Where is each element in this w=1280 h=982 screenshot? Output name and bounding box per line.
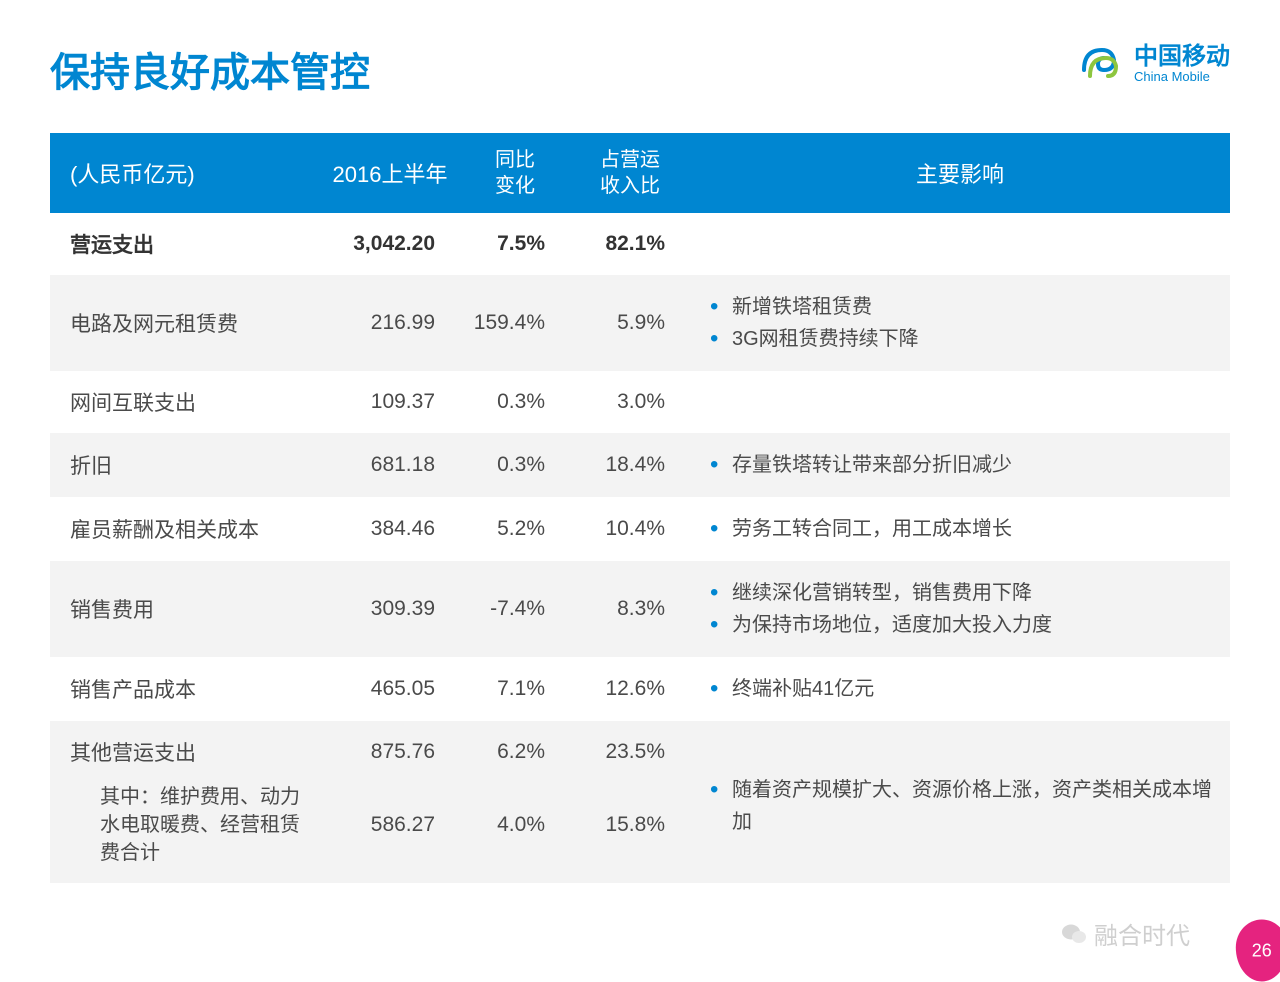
row-impact: 新增铁塔租赁费3G网租赁费持续下降	[690, 275, 1230, 371]
row-impact: 继续深化营销转型，销售费用下降为保持市场地位，适度加大投入力度	[690, 561, 1230, 657]
row-value: 384.46	[320, 497, 460, 561]
table-row: 雇员薪酬及相关成本384.465.2%10.4% 劳务工转合同工，用工成本增长	[50, 497, 1230, 561]
row-label: 销售费用	[50, 561, 320, 657]
table-row: 折旧681.180.3%18.4% 存量铁塔转让带来部分折旧减少	[50, 433, 1230, 497]
row-yoy: 159.4%	[460, 275, 570, 371]
row-impact: 劳务工转合同工，用工成本增长	[690, 497, 1230, 561]
row-impact	[690, 371, 1230, 433]
slide-title: 保持良好成本管控	[50, 40, 370, 98]
table-row: 网间互联支出109.370.3%3.0%	[50, 371, 1230, 433]
impact-list: 存量铁塔转让带来部分折旧减少	[710, 449, 1218, 481]
table-row: 销售产品成本465.057.1%12.6% 终端补贴41亿元	[50, 657, 1230, 721]
row-label: 其中：维护费用、动力水电取暖费、经营租赁费合计	[50, 775, 320, 883]
row-ratio: 18.4%	[570, 433, 690, 497]
row-impact: 随着资产规模扩大、资源价格上涨，资产类相关成本增加	[690, 721, 1230, 883]
table-row: 营运支出3,042.207.5%82.1%	[50, 213, 1230, 275]
row-impact: 存量铁塔转让带来部分折旧减少	[690, 433, 1230, 497]
impact-item: 为保持市场地位，适度加大投入力度	[710, 609, 1218, 641]
watermark-text: 融合时代	[1094, 916, 1190, 951]
row-value: 465.05	[320, 657, 460, 721]
row-value: 681.18	[320, 433, 460, 497]
watermark: 融合时代	[1060, 916, 1190, 951]
row-value: 875.76	[320, 721, 460, 775]
row-value: 109.37	[320, 371, 460, 433]
row-value: 309.39	[320, 561, 460, 657]
row-ratio: 10.4%	[570, 497, 690, 561]
impact-item: 新增铁塔租赁费	[710, 291, 1218, 323]
logo-text: 中国移动 China Mobile	[1134, 44, 1230, 85]
row-ratio: 12.6%	[570, 657, 690, 721]
col-period: 2016上半年	[320, 133, 460, 213]
impact-list: 随着资产规模扩大、资源价格上涨，资产类相关成本增加	[710, 774, 1218, 838]
row-value: 586.27	[320, 775, 460, 883]
impact-item: 终端补贴41亿元	[710, 673, 1218, 705]
impact-item: 继续深化营销转型，销售费用下降	[710, 577, 1218, 609]
page-number: 26	[1252, 940, 1272, 961]
col-ratio: 占营运 收入比	[570, 133, 690, 213]
row-impact: 终端补贴41亿元	[690, 657, 1230, 721]
cost-table: (人民币亿元) 2016上半年 同比 变化 占营运 收入比 主要影响 营运支出3…	[50, 133, 1230, 883]
impact-item: 随着资产规模扩大、资源价格上涨，资产类相关成本增加	[710, 774, 1218, 838]
logo: 中国移动 China Mobile	[1078, 40, 1230, 88]
logo-en: China Mobile	[1134, 70, 1230, 84]
row-yoy: 4.0%	[460, 775, 570, 883]
china-mobile-icon	[1078, 40, 1126, 88]
table-row: 销售费用309.39-7.4%8.3% 继续深化营销转型，销售费用下降为保持市场地…	[50, 561, 1230, 657]
row-impact	[690, 213, 1230, 275]
row-value: 216.99	[320, 275, 460, 371]
col-yoy: 同比 变化	[460, 133, 570, 213]
table-header-row: (人民币亿元) 2016上半年 同比 变化 占营运 收入比 主要影响	[50, 133, 1230, 213]
row-yoy: 7.1%	[460, 657, 570, 721]
row-yoy: 7.5%	[460, 213, 570, 275]
impact-item: 劳务工转合同工，用工成本增长	[710, 513, 1218, 545]
row-ratio: 5.9%	[570, 275, 690, 371]
impact-list: 新增铁塔租赁费3G网租赁费持续下降	[710, 291, 1218, 355]
table-row: 电路及网元租赁费216.99159.4%5.9% 新增铁塔租赁费3G网租赁费持续下…	[50, 275, 1230, 371]
row-yoy: 5.2%	[460, 497, 570, 561]
table-row: 其他营运支出875.766.2%23.5%随着资产规模扩大、资源价格上涨，资产类…	[50, 721, 1230, 775]
slide: 保持良好成本管控 中国移动 China Mobile (人民币亿元) 2016上…	[0, 0, 1280, 966]
row-ratio: 15.8%	[570, 775, 690, 883]
impact-list: 劳务工转合同工，用工成本增长	[710, 513, 1218, 545]
page-number-badge: 26	[1236, 920, 1280, 982]
row-ratio: 23.5%	[570, 721, 690, 775]
row-label: 折旧	[50, 433, 320, 497]
row-label: 电路及网元租赁费	[50, 275, 320, 371]
impact-list: 终端补贴41亿元	[710, 673, 1218, 705]
row-ratio: 82.1%	[570, 213, 690, 275]
row-value: 3,042.20	[320, 213, 460, 275]
logo-cn: 中国移动	[1134, 44, 1230, 70]
row-yoy: 0.3%	[460, 433, 570, 497]
row-ratio: 8.3%	[570, 561, 690, 657]
impact-item: 3G网租赁费持续下降	[710, 323, 1218, 355]
impact-list: 继续深化营销转型，销售费用下降为保持市场地位，适度加大投入力度	[710, 577, 1218, 641]
row-ratio: 3.0%	[570, 371, 690, 433]
wechat-icon	[1060, 920, 1088, 948]
col-impact: 主要影响	[690, 133, 1230, 213]
row-label: 销售产品成本	[50, 657, 320, 721]
row-label: 雇员薪酬及相关成本	[50, 497, 320, 561]
row-yoy: 0.3%	[460, 371, 570, 433]
row-label: 营运支出	[50, 213, 320, 275]
col-unit: (人民币亿元)	[50, 133, 320, 213]
row-yoy: -7.4%	[460, 561, 570, 657]
impact-item: 存量铁塔转让带来部分折旧减少	[710, 449, 1218, 481]
row-label: 网间互联支出	[50, 371, 320, 433]
row-yoy: 6.2%	[460, 721, 570, 775]
header: 保持良好成本管控 中国移动 China Mobile	[50, 40, 1230, 98]
row-label: 其他营运支出	[50, 721, 320, 775]
